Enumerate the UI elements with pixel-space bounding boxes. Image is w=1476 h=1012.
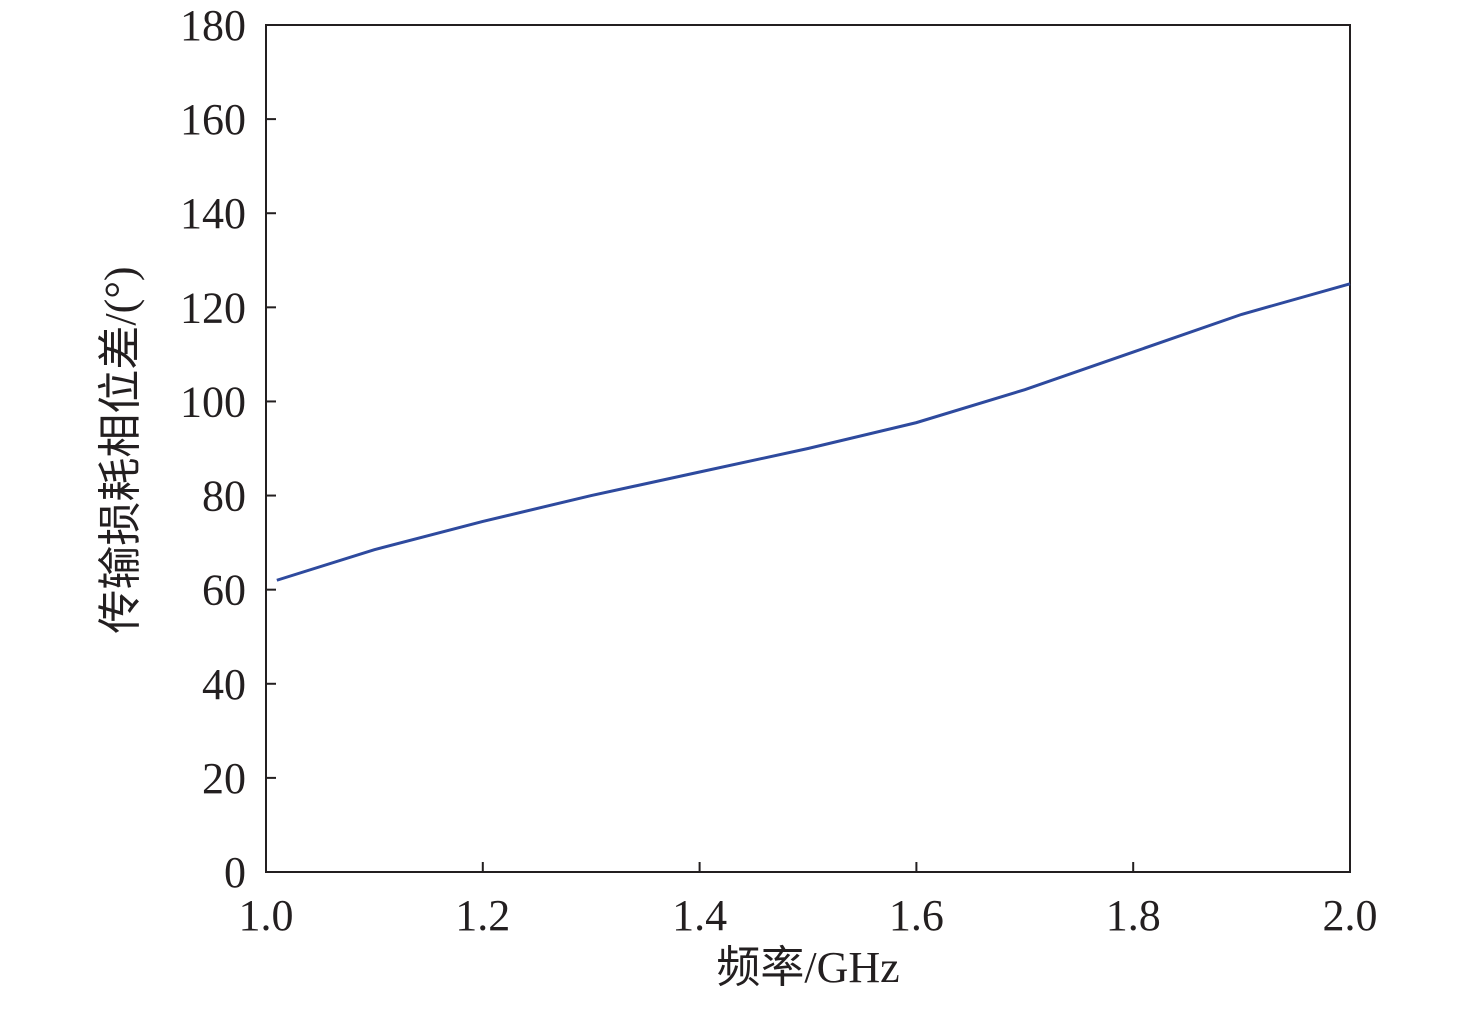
x-tick-label: 1.6 [889, 891, 944, 940]
y-tick-label: 20 [202, 754, 246, 803]
x-tick-label: 1.2 [455, 891, 510, 940]
x-tick-label: 1.8 [1106, 891, 1161, 940]
y-tick-label: 0 [224, 848, 246, 897]
y-tick-label: 140 [180, 189, 246, 238]
y-tick-label: 160 [180, 95, 246, 144]
x-tick-label: 2.0 [1323, 891, 1378, 940]
y-tick-label: 120 [180, 283, 246, 332]
x-tick-label: 1.0 [239, 891, 294, 940]
plot-frame [265, 24, 1351, 873]
y-tick-label: 180 [180, 1, 246, 50]
y-tick-label: 100 [180, 377, 246, 426]
data-line [276, 282, 1351, 582]
y-axis-label: 传输损耗相位差/(°) [96, 266, 145, 633]
x-axis-label: 频率/GHz [716, 943, 899, 992]
y-tick-label: 80 [202, 472, 246, 521]
x-tick-label: 1.4 [672, 891, 727, 940]
y-tick-label: 40 [202, 660, 246, 709]
y-tick-label: 60 [202, 566, 246, 615]
